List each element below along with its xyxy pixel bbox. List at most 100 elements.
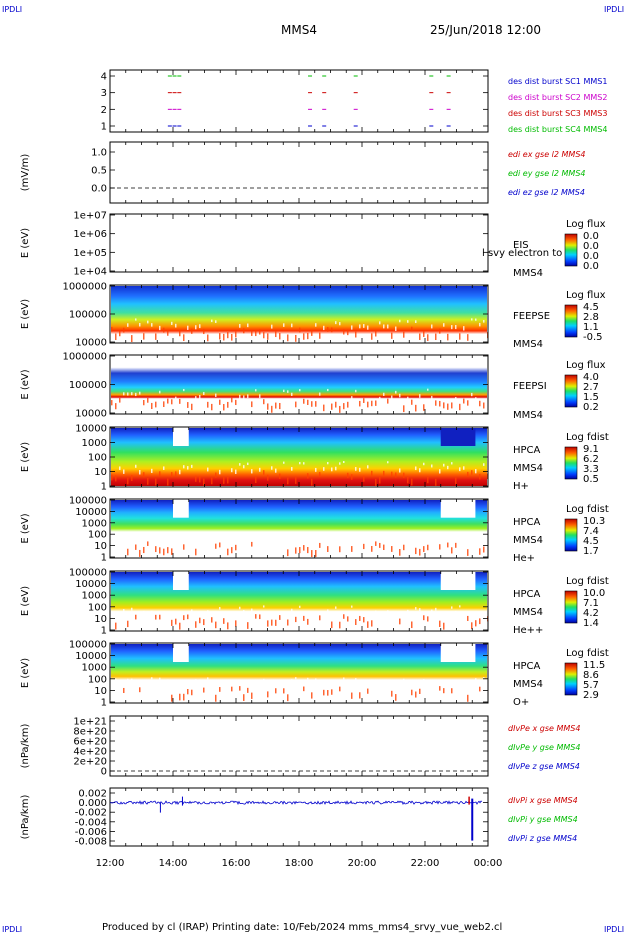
spectrogram-speckle	[367, 465, 369, 469]
spectrogram-speckle	[347, 472, 349, 479]
spectrogram-speckle	[223, 618, 225, 624]
spectrogram-speckle	[163, 327, 165, 333]
spectrogram-speckle	[423, 404, 425, 411]
spectrogram-speckle	[379, 613, 381, 619]
y-tick-label: 1e+21	[73, 717, 107, 728]
spectrogram-speckle	[263, 470, 265, 475]
y-tick-label: 1e+06	[73, 229, 107, 240]
y-tick-label: 1e+05	[73, 248, 107, 259]
spectrogram-speckle	[243, 395, 245, 400]
spectrogram-speckle	[111, 326, 113, 332]
spectrogram-speckle	[443, 463, 445, 467]
spectrogram-speckle	[171, 548, 173, 555]
spectrogram-speckle	[183, 615, 185, 621]
side-label: He+	[513, 553, 535, 564]
spectrogram-speckle	[247, 540, 249, 546]
y-tick-label: 4e+20	[73, 747, 107, 758]
spectrogram-speckle	[339, 546, 341, 553]
spectrogram-speckle	[439, 620, 441, 627]
spectrogram-speckle	[211, 403, 213, 411]
y-tick-label: 1	[101, 626, 107, 637]
spectrogram-speckle	[447, 333, 449, 341]
spectrogram-speckle	[135, 685, 137, 690]
spectrogram-speckle	[199, 617, 201, 624]
colorbar-tick-label: 7.4	[583, 526, 599, 537]
spectrogram-speckle	[363, 617, 365, 623]
spectrogram-speckle	[415, 466, 417, 471]
spectrogram-hpca_o	[111, 644, 487, 702]
spectrogram-speckle	[119, 537, 121, 541]
spectrogram-speckle	[399, 468, 401, 473]
spectrogram-speckle	[311, 692, 313, 699]
spectrogram-speckle	[383, 392, 385, 396]
spectrogram-speckle	[403, 405, 405, 413]
side-label: MMS4	[513, 339, 543, 350]
spectrogram-speckle	[119, 397, 121, 403]
y-tick-label: 100000	[69, 310, 107, 321]
side-label: EIS	[513, 240, 529, 251]
spectrogram-speckle	[355, 331, 357, 338]
y-axis-label: E (eV)	[20, 658, 31, 688]
spectrogram-speckle	[259, 394, 261, 399]
colorbar	[564, 662, 578, 696]
spectrogram-speckle	[263, 533, 265, 536]
spectrogram-speckle	[331, 467, 333, 472]
spectrogram-speckle	[427, 476, 429, 484]
spectrogram-speckle	[395, 612, 397, 617]
spectrogram-speckle	[147, 477, 149, 485]
spectrogram-speckle	[351, 325, 353, 330]
header-spacecraft: MMS4	[281, 23, 317, 37]
spectrogram-speckle	[175, 684, 177, 689]
spectrogram-speckle	[271, 681, 273, 686]
y-tick-label: 100	[88, 674, 107, 685]
y-tick-label: 1e+04	[73, 267, 107, 278]
y-tick-label: 0	[101, 767, 107, 778]
y-tick-label: 1000000	[62, 282, 107, 293]
spectrogram-speckle	[343, 537, 345, 541]
spectrogram-speckle	[235, 399, 237, 406]
panel-feepse: 1000000 100000 10000 E (eV) FEEPSE MMS4 Log fl…	[20, 282, 606, 351]
spectrogram-speckle	[475, 541, 477, 546]
spectrogram-speckle	[219, 399, 221, 405]
y-tick-label: 10	[94, 467, 107, 478]
spectrogram-speckle	[415, 691, 417, 698]
spectrogram-speckle	[283, 461, 285, 464]
spectrogram-speckle	[403, 678, 405, 682]
colorbar-tick-label: 0.5	[583, 474, 599, 485]
spectrogram-speckle	[211, 617, 213, 623]
spectrogram-hpca_hepp	[111, 572, 487, 630]
spectrogram-speckle	[263, 332, 265, 339]
spectrogram-speckle	[167, 478, 169, 486]
spectrogram-speckle	[139, 549, 141, 557]
spectrogram-speckle	[327, 388, 329, 392]
spectrogram-speckle	[275, 331, 277, 338]
spectrogram-speckle	[275, 688, 277, 694]
corner-label-bottom-left: IPDLI	[2, 925, 22, 934]
spectrogram-speckle	[187, 402, 189, 408]
spectrogram-speckle	[451, 402, 453, 409]
spectrogram-speckle	[163, 548, 165, 556]
spectrogram-speckle	[191, 609, 193, 613]
colorbar-tick-label: -0.5	[583, 332, 603, 343]
spectrogram-speckle	[447, 542, 449, 548]
spectrogram-speckle	[367, 325, 369, 330]
spectrogram-speckle	[199, 679, 201, 683]
spectrogram-speckle	[167, 330, 169, 336]
spectrogram-speckle	[435, 333, 437, 341]
spectrogram-speckle	[383, 684, 385, 690]
spectrogram-speckle	[403, 472, 405, 478]
y-tick-label: 1	[101, 553, 107, 564]
spectrogram-speckle	[295, 401, 297, 408]
spectrogram-speckle	[135, 318, 137, 321]
spectrogram-speckle	[319, 472, 321, 478]
y-tick-label: 10000	[75, 579, 107, 590]
spectrogram-speckle	[195, 621, 197, 628]
spectrogram-speckle	[359, 692, 361, 699]
colorbar-title: Log flux	[566, 219, 606, 230]
spectrogram-speckle	[467, 400, 469, 406]
spectrogram-speckle	[219, 607, 221, 610]
y-tick-label: 1000	[82, 663, 107, 674]
colorbar-tick-label: 10.3	[583, 516, 605, 527]
legend-entry: dIvPi x gse MMS4	[508, 796, 578, 805]
